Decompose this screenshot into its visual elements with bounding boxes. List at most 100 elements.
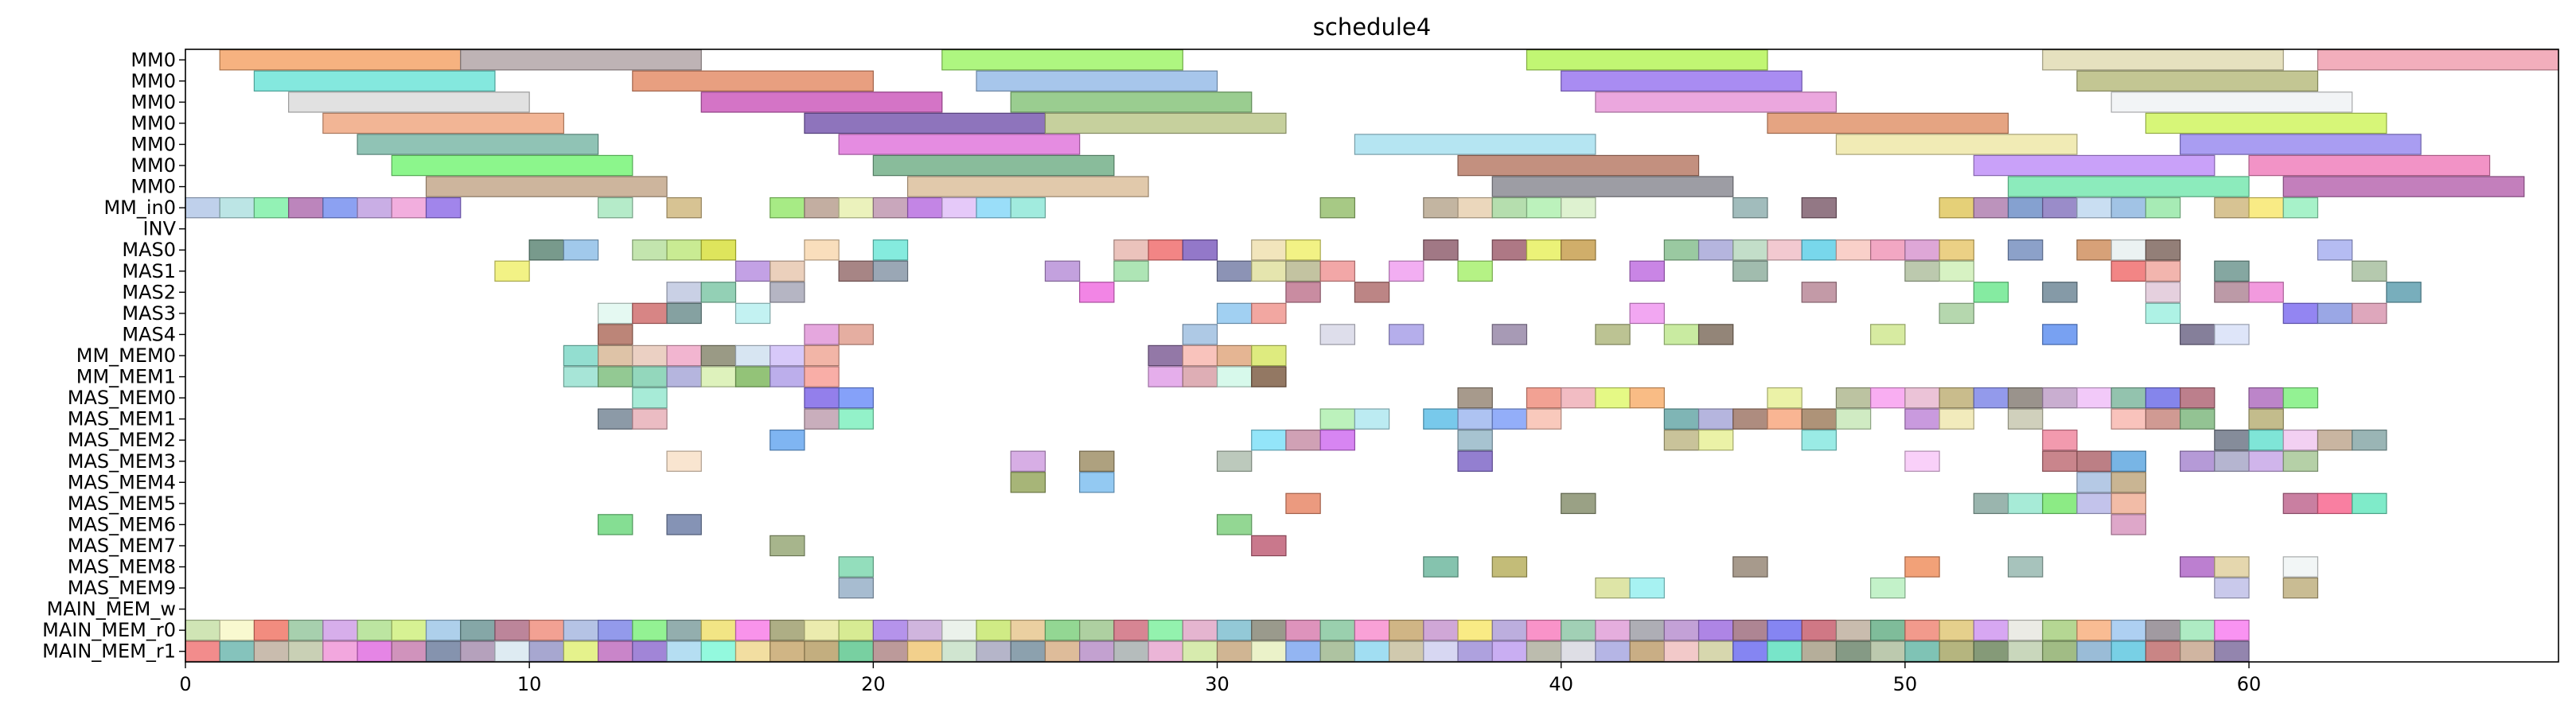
task-bar: [1491, 556, 1528, 578]
task-bar: [2145, 640, 2181, 662]
y-tick-label: MAIN_MEM_w: [47, 598, 176, 621]
task-bar: [804, 408, 840, 430]
task-bar: [804, 366, 840, 387]
task-bar: [770, 366, 805, 387]
task-bar: [2110, 197, 2146, 219]
task-bar: [1663, 619, 1700, 641]
task-bar: [770, 535, 805, 557]
task-bar: [1182, 366, 1218, 387]
task-bar: [1767, 408, 1802, 430]
task-bar: [1697, 429, 1734, 451]
task-bar: [906, 640, 943, 662]
task-bar: [2317, 492, 2353, 515]
task-bar: [2248, 450, 2284, 472]
task-bar: [1113, 640, 1149, 662]
task-bar: [1663, 324, 1700, 345]
task-bar: [1801, 619, 1837, 641]
task-bar: [700, 366, 737, 387]
task-bar: [1354, 408, 1390, 430]
task-bar: [838, 324, 874, 345]
task-bar: [2042, 640, 2078, 662]
task-bar: [1010, 619, 1046, 641]
task-bar: [735, 260, 771, 282]
task-bar: [700, 282, 737, 303]
task-bar: [2248, 154, 2491, 177]
task-bar: [735, 640, 771, 662]
task-bar: [804, 387, 840, 409]
task-bar: [1216, 619, 1253, 641]
task-bar: [1491, 239, 1528, 261]
task-bar: [2214, 577, 2250, 599]
task-bar: [1663, 408, 1700, 430]
task-bar: [288, 91, 530, 113]
task-bar: [598, 324, 633, 345]
task-bar: [2110, 239, 2146, 261]
task-bar: [2110, 472, 2146, 493]
task-bar: [906, 619, 943, 641]
task-bar: [1697, 324, 1734, 345]
y-tick-label: MM0: [131, 70, 176, 92]
task-bar: [1354, 619, 1390, 641]
task-bar: [1767, 112, 2009, 134]
task-bar: [1491, 197, 1528, 219]
task-bar: [1491, 176, 1734, 197]
task-bar: [1423, 239, 1459, 261]
task-bar: [1973, 619, 2009, 641]
task-bar: [1904, 408, 1940, 430]
task-bar: [1251, 344, 1287, 367]
task-bar: [2076, 472, 2112, 493]
task-bar: [2042, 49, 2284, 71]
task-bar: [2076, 640, 2112, 662]
y-tick-label: MM0: [131, 91, 176, 113]
task-bar: [1526, 640, 1562, 662]
task-bar: [1457, 450, 1493, 472]
task-bar: [2317, 429, 2353, 451]
task-bar: [1319, 619, 1355, 641]
task-bar: [1595, 324, 1631, 345]
task-bar: [1835, 640, 1872, 662]
task-bar: [838, 556, 874, 578]
task-bar: [1904, 640, 1940, 662]
task-bar: [288, 640, 324, 662]
task-bar: [1079, 472, 1115, 493]
task-bar: [1561, 197, 1596, 219]
x-axis: 0 10 20 30 40 50 60: [179, 662, 2261, 695]
x-tick-label: 50: [1893, 673, 1918, 695]
task-bar: [1457, 154, 1700, 177]
x-tick-label: 0: [179, 673, 191, 695]
task-bar: [1732, 556, 1768, 578]
task-bar: [563, 239, 599, 261]
task-bar: [1251, 640, 1287, 662]
task-bar: [700, 91, 943, 113]
task-bar: [2282, 450, 2319, 472]
task-bar: [1767, 239, 1802, 261]
task-bar: [700, 344, 737, 367]
task-bar: [906, 197, 943, 219]
task-bar: [288, 619, 324, 641]
task-bar: [1629, 619, 1665, 641]
task-bar: [2214, 282, 2250, 303]
task-bar: [219, 640, 255, 662]
task-bar: [1010, 640, 1046, 662]
task-bar: [804, 239, 840, 261]
task-bar: [1148, 640, 1183, 662]
task-bar: [666, 366, 702, 387]
task-bar: [1939, 239, 1974, 261]
task-bar: [1939, 260, 1974, 282]
task-bar: [1044, 619, 1081, 641]
task-bar: [598, 197, 633, 219]
task-bar: [1216, 344, 1253, 367]
task-bar: [666, 640, 702, 662]
y-tick-label: MAS_MEM6: [68, 513, 176, 535]
task-bar: [1491, 324, 1528, 345]
task-bar: [1801, 282, 1837, 303]
y-tick-label: MAS3: [122, 302, 176, 325]
task-bar: [1629, 260, 1665, 282]
task-bar: [2042, 197, 2078, 219]
task-bar: [838, 577, 874, 599]
task-bar: [838, 260, 874, 282]
task-bar: [494, 260, 530, 282]
task-bar: [598, 640, 633, 662]
task-bar: [2110, 450, 2146, 472]
